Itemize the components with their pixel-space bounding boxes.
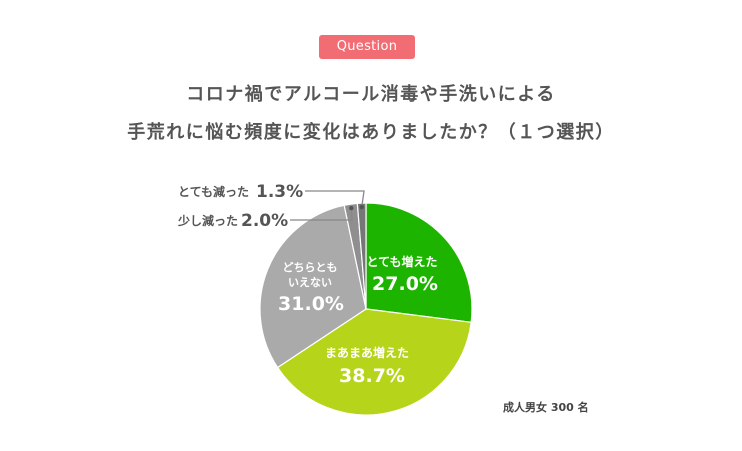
slice-value-1: 27.0% [372,273,438,295]
pie-slices [259,202,473,416]
leader-dot-5 [359,204,364,210]
slice-label-3-line-1: どちらとも [283,261,338,274]
leader-line-5 [305,190,365,208]
slice-label-2: まあまあ増えた [325,345,409,360]
question-title-line-2: 手荒れに悩む頻度に変化はありましたか？（１つ選択） [127,122,615,143]
pie-slice-5 [356,202,367,310]
leader-line-4 [290,208,353,221]
slice-value-3: 31.0% [278,293,344,315]
slice-label-4: 少し減った [177,213,238,228]
slice-label-5: とても減った [178,184,249,199]
pie-slice-1 [365,202,473,323]
sample-size-note: 成人男女 300 名 [503,401,589,414]
slice-value-2: 38.7% [339,365,405,387]
slice-label-1: とても増えた [366,254,437,269]
pie-slice-3 [259,204,367,369]
leader-dot-4 [349,205,354,211]
slice-value-4: 2.0% [241,211,288,231]
slice-value-5: 1.3% [256,182,303,202]
question-badge: Question [319,35,415,59]
slice-label-3-line-2: いえない [288,276,332,289]
question-title-line-1: コロナ禍でアルコール消毒や手洗いによる [186,84,556,105]
